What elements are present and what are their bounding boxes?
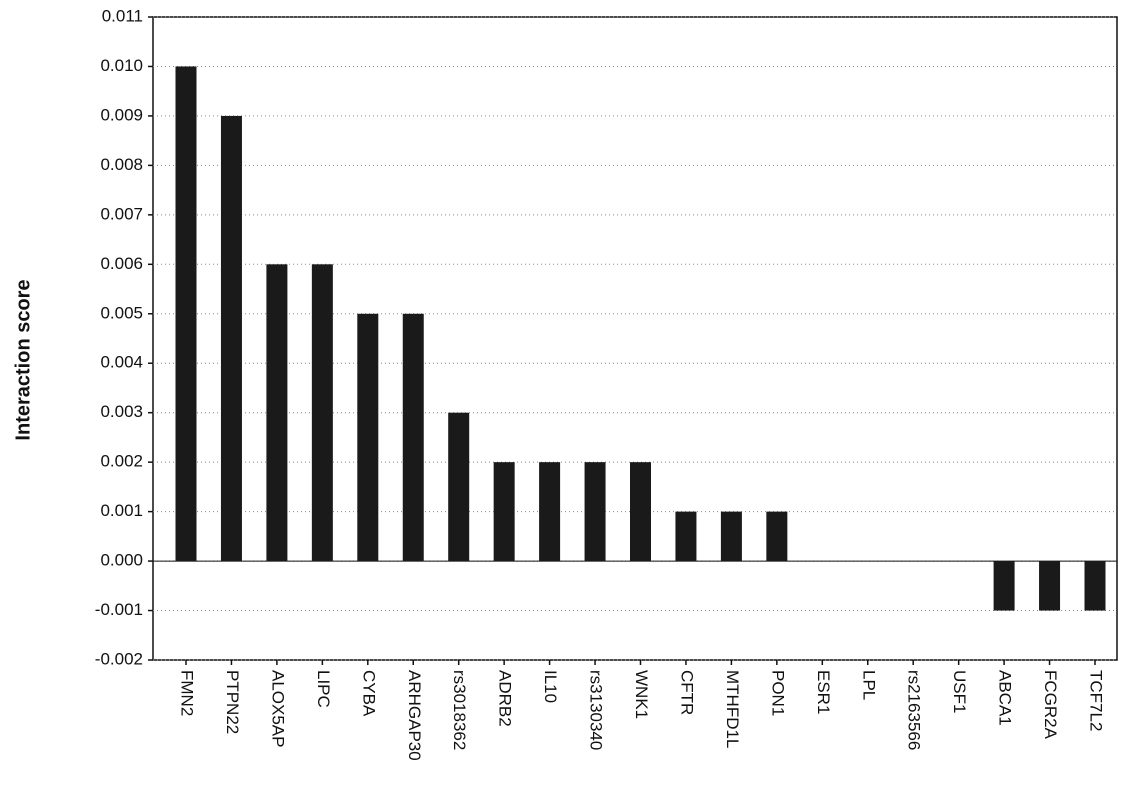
y-tick-label: 0.008: [100, 155, 143, 174]
plot-frame: [152, 16, 1118, 661]
x-tick-label: FMN2: [178, 670, 197, 716]
x-tick-label: TCF7L2: [1087, 670, 1106, 731]
bar: [720, 511, 742, 562]
y-tick-label: 0.011: [102, 6, 143, 25]
bar: [402, 313, 424, 562]
y-tick-label: 0.003: [100, 402, 143, 421]
y-tick-label: 0.001: [100, 501, 143, 520]
x-tick-label: PON1: [768, 670, 787, 716]
bar: [493, 462, 515, 562]
y-tick-label: 0.005: [100, 303, 143, 322]
y-tick-label: -0.001: [95, 600, 143, 619]
x-tick-label: LIPC: [314, 670, 333, 708]
y-tick-label: 0.006: [100, 254, 143, 273]
x-tick-label: CYBA: [359, 670, 378, 717]
x-tick-label: rs2163566: [905, 670, 924, 750]
x-tick-label: MTHFD1L: [723, 670, 742, 748]
y-tick-label: 0.004: [100, 353, 143, 372]
bar: [539, 462, 561, 562]
y-tick-label: 0.009: [100, 105, 143, 124]
x-tick-label: LPL: [859, 670, 878, 700]
bar: [311, 264, 333, 562]
x-tick-label: ESR1: [814, 670, 833, 714]
y-tick-label: 0.002: [100, 452, 143, 471]
x-tick-label: PTPN22: [223, 670, 242, 734]
x-tick-label: IL10: [541, 670, 560, 703]
x-tick-label: ADRB2: [496, 670, 515, 727]
y-tick-label: 0.007: [100, 204, 143, 223]
x-tick-label: USF1: [950, 670, 969, 713]
y-axis-label: Interaction score: [12, 279, 34, 440]
y-tick-label: -0.002: [95, 649, 143, 668]
y-tick-label: 0.010: [100, 56, 143, 75]
bar: [584, 462, 606, 562]
bar: [448, 412, 470, 562]
bar: [1039, 561, 1061, 611]
y-tick-label: 0.000: [100, 551, 143, 570]
bar: [993, 561, 1015, 611]
bar: [266, 264, 288, 562]
x-tick-label: ABCA1: [996, 670, 1015, 726]
bar: [630, 462, 651, 562]
bar: [675, 511, 697, 562]
bar: [1084, 561, 1106, 611]
x-tick-label: ALOX5AP: [268, 670, 287, 748]
x-tick-label: FCGR2A: [1041, 670, 1060, 740]
x-tick-label: rs3018362: [450, 670, 469, 750]
x-tick-label: ARHGAP30: [405, 670, 424, 761]
bar: [357, 313, 379, 562]
x-tick-label: CFTR: [677, 670, 696, 715]
bar: [766, 511, 788, 562]
x-tick-label: WNK1: [632, 670, 651, 719]
bar: [175, 66, 197, 562]
x-tick-label: rs3130340: [587, 670, 606, 750]
bar: [220, 115, 242, 562]
